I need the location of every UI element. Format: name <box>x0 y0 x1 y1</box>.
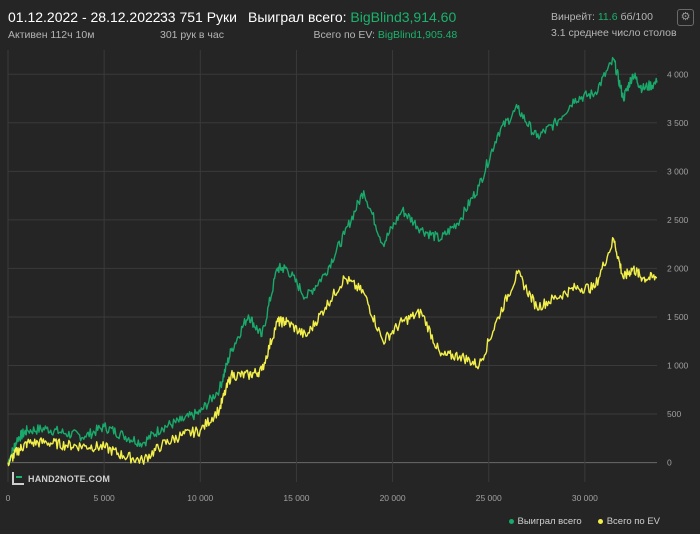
series-line-ev <box>7 237 658 467</box>
x-tick-label: 20 000 <box>380 493 406 503</box>
date-block: 01.12.2022 - 28.12.2022 Активен 112ч 10м <box>8 9 161 41</box>
hands-per-hour: 301 рук в час <box>160 29 224 41</box>
series-line-won <box>7 56 658 464</box>
winrate: Винрейт: 11.6 бб/100 <box>551 11 677 23</box>
legend-item-won[interactable]: Выиграл всего <box>508 516 582 527</box>
ev-value: BigBlind1,905.48 <box>377 29 458 41</box>
legend-label-won: Выиграл всего <box>517 516 582 527</box>
x-tick-label: 15 000 <box>283 493 309 503</box>
legend-item-ev[interactable]: Всего по EV <box>597 516 660 527</box>
ev-total: Всего по EV: BigBlind1,905.48 <box>248 29 458 41</box>
winrate-label: Винрейт: <box>551 11 595 23</box>
winrate-value: 11.6 <box>597 11 618 23</box>
y-tick-label: 500 <box>667 409 681 419</box>
y-tick-label: 0 <box>667 458 672 468</box>
hand2note-logo: HAND2NOTE.COM <box>12 472 110 485</box>
hands-block: 33 751 Руки 301 рук в час <box>160 9 237 41</box>
hands-count: 33 751 Руки <box>160 9 237 25</box>
y-tick-label: 3 000 <box>667 166 689 176</box>
x-tick-label: 25 000 <box>476 493 502 503</box>
ev-label: Всего по EV: <box>313 29 375 41</box>
legend-dot-won <box>508 519 514 524</box>
y-tick-label: 3 500 <box>667 118 689 128</box>
won-block: Выиграл всего: BigBlind3,914.60 Всего по… <box>248 9 458 41</box>
x-tick-label: 10 000 <box>187 493 213 503</box>
x-tick-label: 5 000 <box>94 493 116 503</box>
y-tick-label: 1 500 <box>667 312 689 322</box>
active-time: Активен 112ч 10м <box>8 29 95 41</box>
winrate-block: Винрейт: 11.6 бб/100 3.1 среднее число с… <box>551 9 677 39</box>
x-tick-label: 30 000 <box>572 493 598 503</box>
x-tick-label: 0 <box>6 493 11 503</box>
gear-icon[interactable]: ⚙ <box>677 9 694 26</box>
winrate-unit: бб/100 <box>620 11 653 23</box>
y-tick-label: 2 000 <box>667 263 689 273</box>
logo-icon <box>12 472 24 485</box>
won-total: Выиграл всего: BigBlind3,914.60 <box>248 9 456 25</box>
y-tick-label: 4 000 <box>667 69 689 79</box>
won-value: BigBlind3,914.60 <box>350 9 457 25</box>
bankroll-chart: 0 500 1 000 1 500 2 000 2 500 3 000 3 500 4 000 0… <box>6 50 689 503</box>
legend-label-ev: Всего по EV <box>606 516 660 527</box>
chart-legend: Выиграл всего Всего по EV <box>508 516 660 527</box>
won-label: Выиграл всего: <box>248 9 347 25</box>
avg-tables: 3.1 среднее число столов <box>551 27 677 39</box>
logo-text: HAND2NOTE.COM <box>28 473 111 484</box>
legend-dot-ev <box>597 519 603 524</box>
y-tick-label: 2 500 <box>667 215 689 225</box>
date-range[interactable]: 01.12.2022 - 28.12.2022 <box>8 9 161 25</box>
y-tick-label: 1 000 <box>667 361 689 371</box>
summary-header: 01.12.2022 - 28.12.2022 Активен 112ч 10м… <box>0 0 700 44</box>
